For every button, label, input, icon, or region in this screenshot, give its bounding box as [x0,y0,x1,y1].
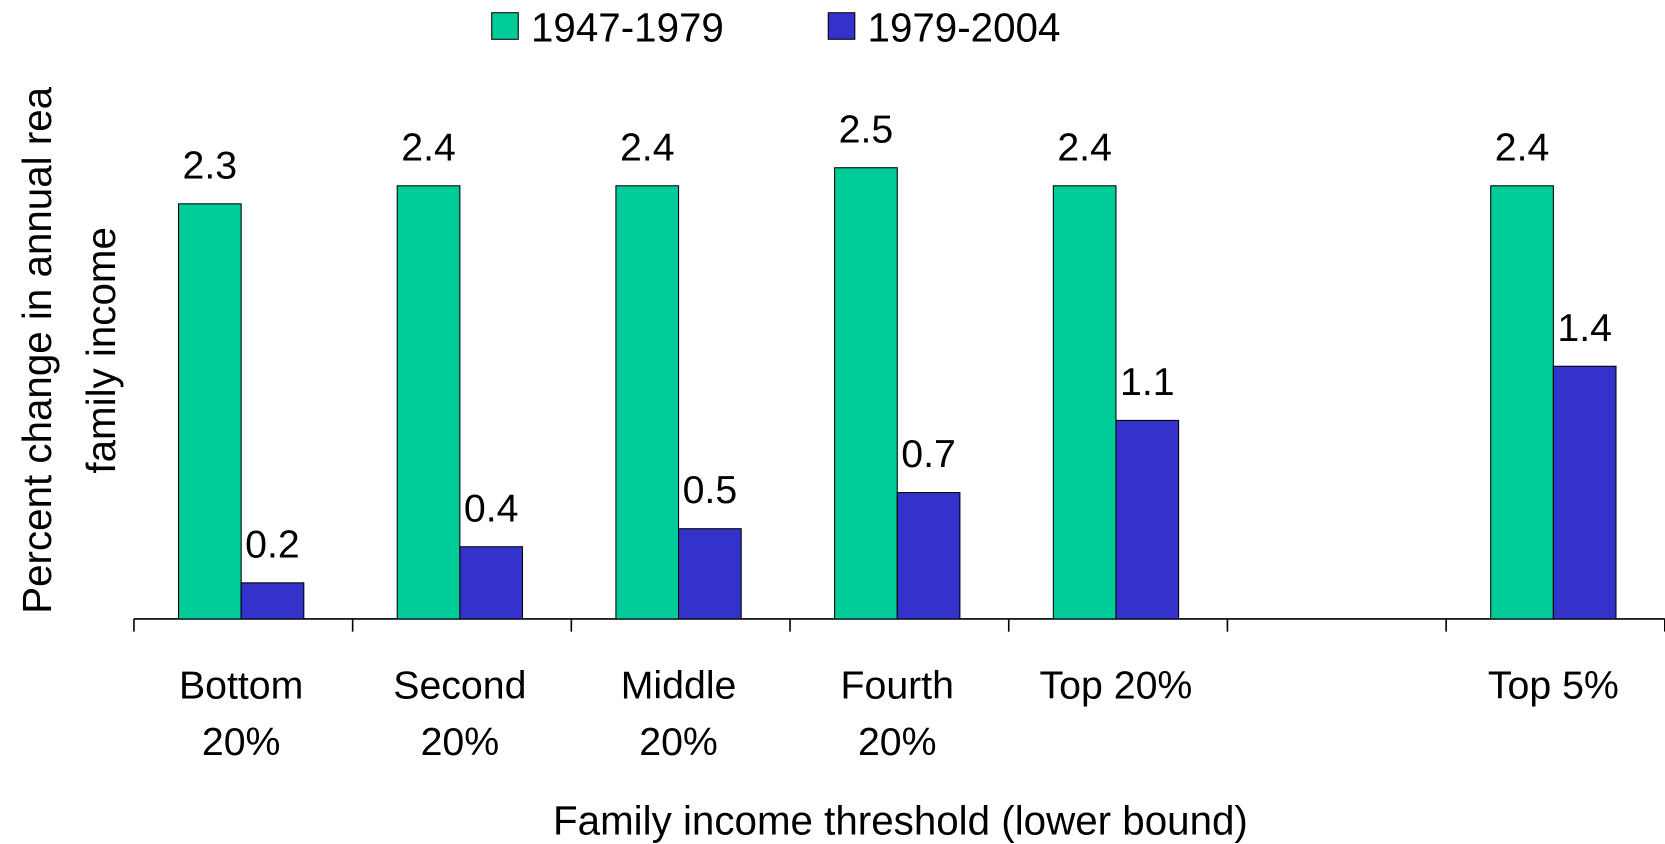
x-tick-label: Top 20% [1040,664,1193,708]
y-axis-title-group: Percent change in annual rea family incom… [14,86,124,613]
x-axis-title: Family income threshold (lower bound) [553,797,1248,843]
bar [615,185,680,620]
bar [1052,185,1117,620]
x-tick-label: Second 20% [393,664,526,764]
bar [834,167,898,620]
value-label: 0.4 [464,486,519,530]
value-label: 2.4 [1057,125,1112,169]
value-label: 2.4 [620,125,675,169]
bar [1552,365,1617,620]
value-label: 0.5 [683,468,738,512]
y-axis-title: Percent change in annual rea family incom… [14,86,124,613]
bar [178,203,242,620]
x-tick-label: Bottom 20% [179,664,303,764]
x-tick-label: Top 5% [1488,664,1619,708]
x-tick-label: Fourth 20% [841,664,954,764]
legend-swatch [827,12,856,40]
legend-label: 1947-1979 [531,4,724,50]
value-label: 2.3 [183,143,238,187]
x-tick-label: Middle 20% [621,664,737,764]
legend-swatch [491,12,519,40]
value-label: 1.4 [1557,306,1612,350]
value-label: 2.4 [401,125,456,169]
bar [678,528,742,620]
value-label: 0.7 [901,432,956,476]
bar [459,546,524,620]
bar [396,185,461,620]
bar [1115,419,1180,620]
value-label: 2.5 [839,107,894,151]
value-label: 2.4 [1495,125,1550,169]
bar [240,582,305,620]
bar [1490,185,1554,620]
value-label: 0.2 [245,522,300,566]
legend-label: 1979-2004 [868,4,1061,50]
bar [896,492,961,620]
value-label: 1.1 [1120,360,1175,404]
